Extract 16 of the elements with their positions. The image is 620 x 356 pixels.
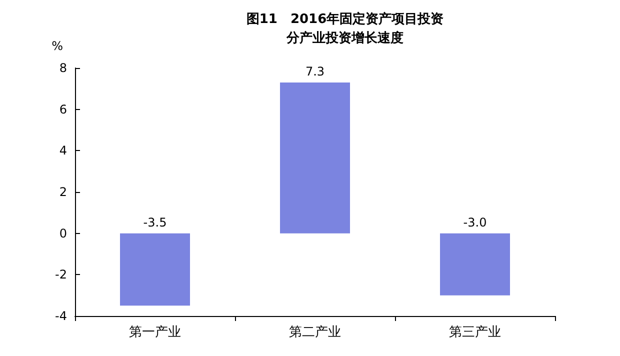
x-tick-label: 第三产业 — [449, 325, 501, 340]
x-tick-label: 第二产业 — [289, 325, 341, 340]
data-label: -3.0 — [463, 215, 487, 230]
y-tick-label: 8 — [59, 61, 67, 75]
y-tick-label: 2 — [59, 185, 67, 199]
x-tick-label: 第一产业 — [129, 325, 181, 340]
data-label: -3.5 — [143, 215, 167, 230]
y-tick-label: 6 — [59, 102, 67, 116]
y-tick-label: 0 — [59, 226, 67, 240]
chart-title: 图11 2016年固定资产项目投资 — [246, 11, 444, 27]
y-tick-label: -2 — [55, 268, 67, 282]
chart-subtitle: 分产业投资增长速度 — [286, 30, 404, 46]
y-tick-label: 4 — [59, 144, 67, 158]
y-axis-title: % — [52, 39, 63, 53]
data-label: 7.3 — [305, 64, 325, 78]
y-tick-label: -4 — [55, 309, 67, 323]
